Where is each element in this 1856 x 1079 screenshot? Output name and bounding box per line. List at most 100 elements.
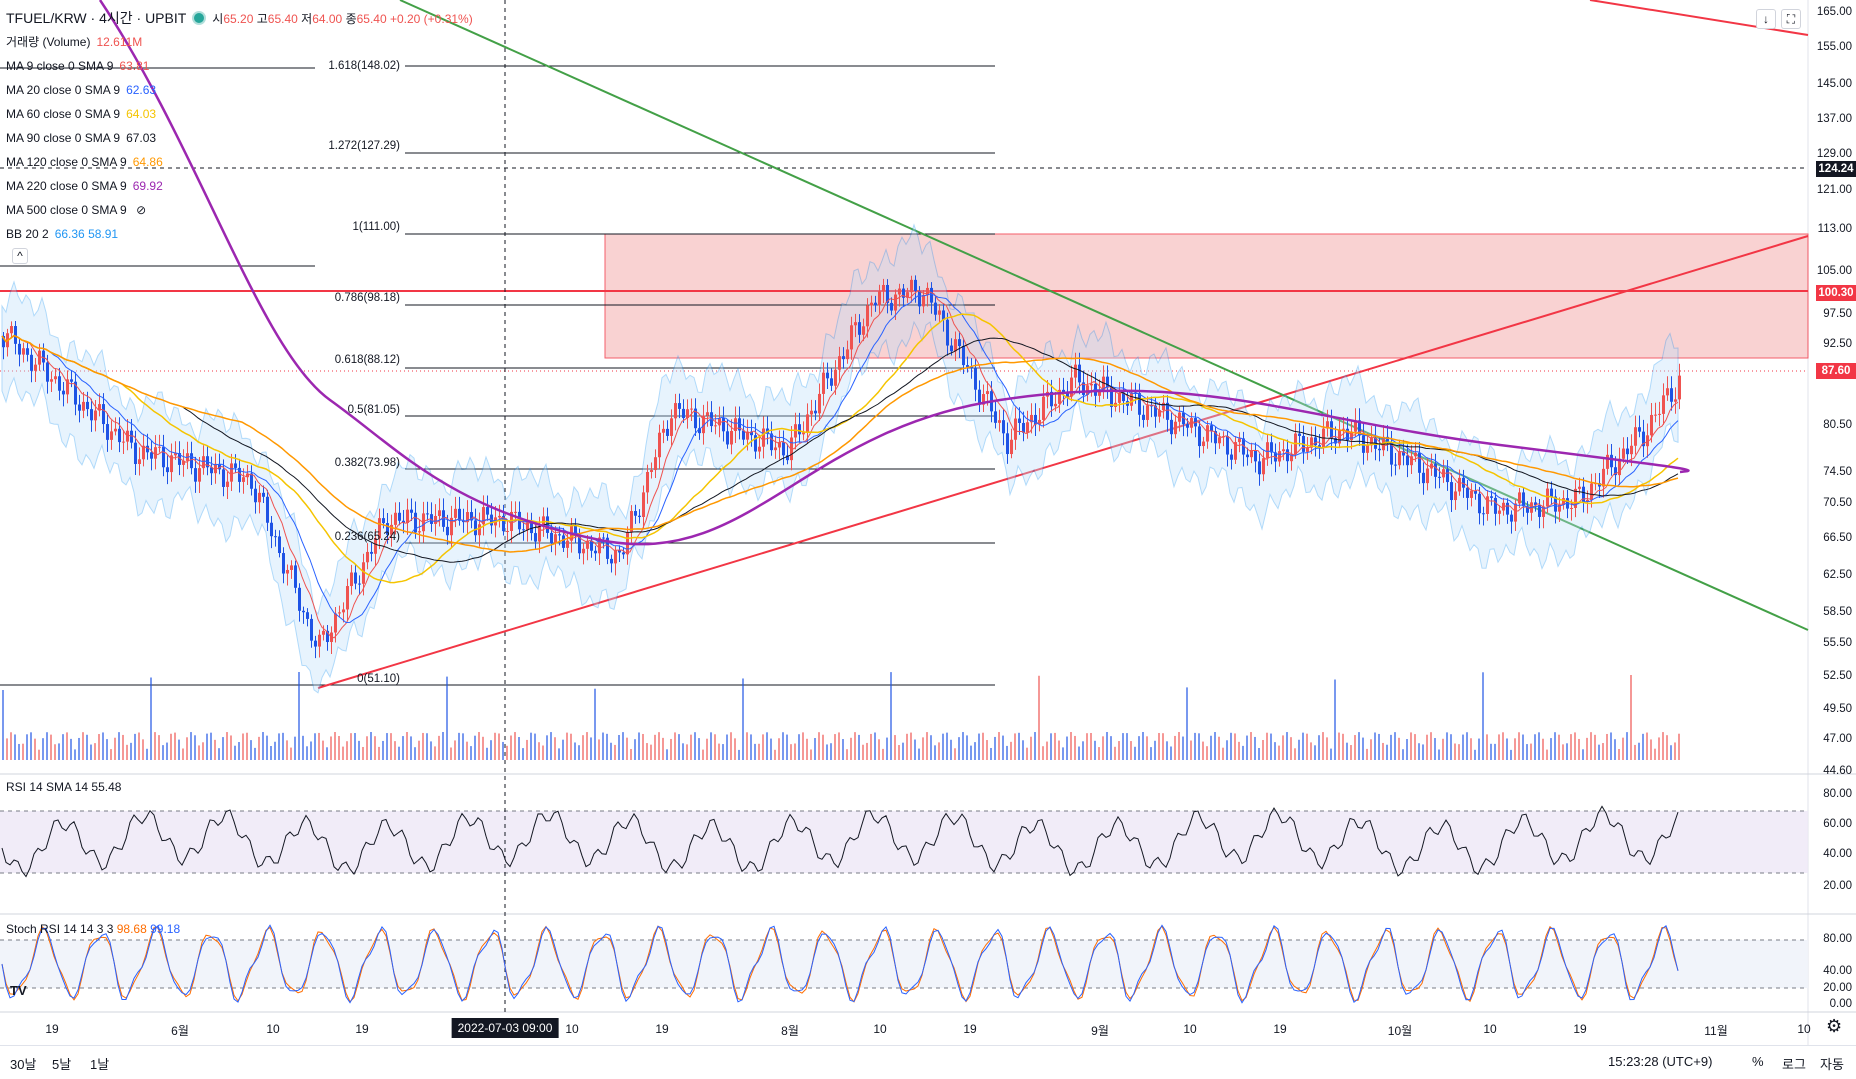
indicator-legend-item[interactable]: MA 90 close 0 SMA 9 67.03: [6, 131, 157, 145]
volume-bar: [1362, 737, 1364, 760]
settings-gear-icon[interactable]: ⚙: [1826, 1016, 1843, 1036]
volume-bar: [190, 732, 192, 760]
volume-bar: [1146, 736, 1148, 760]
log-toggle[interactable]: 로그: [1782, 1057, 1806, 1072]
percent-toggle[interactable]: %: [1752, 1054, 1764, 1069]
volume-bar: [1298, 739, 1300, 760]
candle-body: [1262, 458, 1265, 475]
symbol-title[interactable]: TFUEL/KRW · 4시간 · UPBIT: [6, 10, 187, 26]
price-tick-label: 92.50: [1823, 338, 1852, 350]
collapse-legend-icon[interactable]: ^: [12, 248, 28, 264]
candle-body: [1210, 425, 1213, 432]
candle-body: [1238, 438, 1241, 443]
candle-body: [82, 401, 85, 411]
volume-bar: [114, 737, 116, 760]
candle-body: [1642, 431, 1645, 447]
hidden-eye-icon[interactable]: ⊘: [132, 203, 147, 217]
volume-bar: [1174, 735, 1176, 760]
chart-background: [0, 0, 1808, 1074]
indicator-legend-item[interactable]: MA 500 close 0 SMA 9 ⊘: [6, 203, 147, 217]
candle-body: [810, 410, 813, 415]
volume-bar: [1674, 742, 1676, 760]
indicator-legend-item[interactable]: BB 20 2 66.36 58.91: [6, 227, 119, 241]
volume-bar: [1302, 732, 1304, 760]
fullscreen-icon[interactable]: ⛶: [1781, 9, 1801, 29]
volume-bar: [50, 734, 52, 760]
candle-body: [562, 535, 565, 548]
indicator-legend-item[interactable]: MA 9 close 0 SMA 9 63.81: [6, 59, 150, 73]
stoch-legend: Stoch RSI 14 14 3 3 98.68 99.18: [6, 922, 181, 936]
candle-body: [958, 339, 961, 347]
candle-body: [354, 572, 357, 584]
volume-bar: [950, 739, 952, 760]
candle-body: [310, 618, 313, 641]
auto-toggle[interactable]: 자동: [1820, 1057, 1844, 1072]
volume-bar: [582, 735, 584, 760]
price-tick-label: 62.50: [1823, 569, 1852, 581]
volume-bar: [1006, 745, 1008, 760]
candle-body: [534, 533, 537, 542]
clock[interactable]: 15:23:28 (UTC+9): [1608, 1054, 1713, 1069]
candle-body: [870, 302, 873, 306]
volume-bar: [866, 742, 868, 760]
candle-body: [1358, 420, 1361, 436]
range-1d[interactable]: 1날: [90, 1057, 110, 1072]
candle-body: [322, 630, 325, 635]
volume-bar: [262, 732, 264, 760]
candle-body: [162, 446, 165, 468]
volume-bar: [850, 737, 852, 760]
volume-bar: [1478, 738, 1480, 760]
candle-body: [1514, 503, 1517, 522]
candle-body: [366, 551, 369, 563]
volume-bar: [158, 735, 160, 760]
indicator-legend-item[interactable]: MA 120 close 0 SMA 9 64.86: [6, 155, 163, 169]
volume-bar: [1038, 675, 1040, 760]
candle-body: [878, 291, 881, 306]
volume-bar: [1458, 744, 1460, 760]
candle-body: [1462, 477, 1465, 488]
candle-body: [846, 349, 849, 360]
volume-bar: [338, 736, 340, 760]
candle-body: [1310, 437, 1313, 448]
volume-bar: [454, 740, 456, 760]
volume-bar: [1326, 737, 1328, 760]
candle-body: [314, 640, 317, 647]
candle-body: [738, 418, 741, 431]
candle-body: [1042, 396, 1045, 420]
candle-body: [1078, 364, 1081, 383]
volume-bar: [646, 743, 648, 760]
indicator-legend-item[interactable]: MA 220 close 0 SMA 9 69.92: [6, 179, 163, 193]
volume-bar: [414, 747, 416, 760]
candle-body: [1562, 498, 1565, 505]
volume-bar: [762, 734, 764, 760]
volume-bar: [314, 733, 316, 760]
volume-bar: [1502, 732, 1504, 760]
rsi-band: [0, 811, 1808, 873]
volume-bar: [502, 741, 504, 760]
volume-bar: [898, 745, 900, 760]
indicator-legend-item[interactable]: MA 60 close 0 SMA 9 64.03: [6, 107, 157, 121]
candle-body: [942, 310, 945, 320]
fib-level-label: 0.618(88.12): [334, 354, 400, 366]
volume-bar: [1334, 679, 1336, 760]
volume-bar: [1486, 734, 1488, 760]
scroll-down-icon[interactable]: ↓: [1756, 9, 1776, 29]
range-30d[interactable]: 30날: [10, 1057, 37, 1072]
candle-body: [1422, 472, 1425, 484]
candle-body: [1590, 483, 1593, 500]
fib-zone-rect: [604, 233, 1809, 359]
volume-bar: [658, 732, 660, 760]
volume-bar: [610, 742, 612, 760]
indicator-legend-item[interactable]: 거래량 (Volume) 12.611M: [6, 35, 143, 49]
candle-body: [1122, 392, 1125, 402]
indicator-legend-item[interactable]: MA 20 close 0 SMA 9 62.63: [6, 83, 157, 97]
volume-bar: [14, 734, 16, 760]
volume-bar: [1078, 746, 1080, 760]
volume-bar: [1526, 744, 1528, 760]
range-5d[interactable]: 5날: [52, 1057, 72, 1072]
price-tick-label: 105.00: [1816, 265, 1852, 277]
volume-bar: [138, 732, 140, 760]
price-tick-label: 55.50: [1823, 637, 1852, 649]
